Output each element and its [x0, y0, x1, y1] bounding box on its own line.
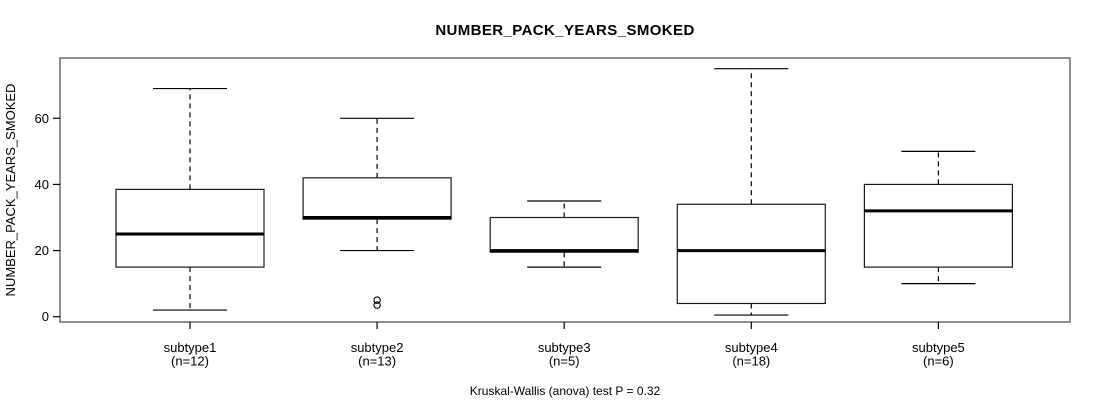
iqr-box [676, 203, 826, 305]
chart-title: NUMBER_PACK_YEARS_SMOKED [435, 22, 695, 39]
x-category-label: subtype3 [538, 340, 591, 355]
box-group-subtype2 [302, 117, 452, 309]
box-group-subtype3 [489, 200, 639, 268]
box-group-subtype5 [863, 150, 1014, 285]
chart-frame [59, 57, 1071, 323]
iqr-box [115, 188, 265, 268]
x-category-count-label: (n=5) [549, 354, 580, 369]
iqr-box [489, 216, 639, 253]
x-category-count-label: (n=6) [923, 354, 954, 369]
outlier-point [373, 301, 381, 309]
chart-footer-stat: Kruskal-Wallis (anova) test P = 0.32 [469, 384, 661, 398]
y-axis-tick-label: 0 [42, 309, 49, 324]
box-group-subtype4 [676, 68, 826, 316]
y-axis-title: NUMBER_PACK_YEARS_SMOKED [3, 84, 18, 297]
x-category-label: subtype5 [912, 340, 965, 355]
iqr-box [302, 177, 452, 220]
x-category-label: subtype2 [351, 340, 404, 355]
x-category-count-label: (n=13) [358, 354, 396, 369]
x-category-label: subtype1 [164, 340, 217, 355]
y-axis-tick-label: 60 [35, 111, 49, 126]
box-group-subtype1 [115, 87, 265, 311]
y-axis-tick-label: 40 [35, 177, 49, 192]
y-axis-tick-label: 20 [35, 243, 49, 258]
iqr-box [863, 183, 1014, 268]
outlier-point [373, 296, 381, 304]
x-category-label: subtype4 [725, 340, 778, 355]
x-category-count-label: (n=12) [171, 354, 209, 369]
x-category-count-label: (n=18) [732, 354, 770, 369]
